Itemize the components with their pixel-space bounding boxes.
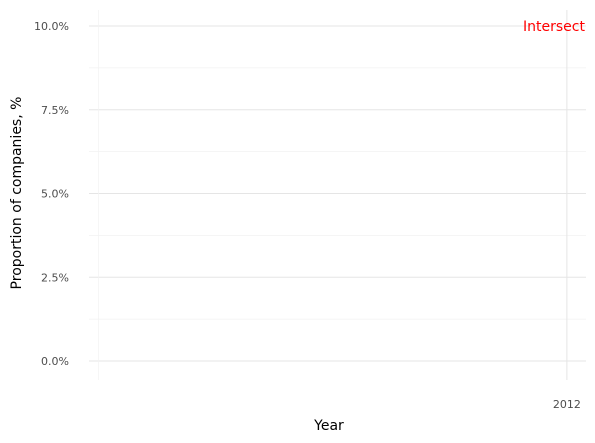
y-axis-title: Proportion of companies, % — [9, 97, 25, 290]
y-tick-label: 7.5% — [41, 104, 69, 117]
annotation-label: Intersect — [523, 19, 585, 35]
annotations: Intersect — [523, 19, 585, 35]
y-tick-label: 10.0% — [34, 20, 69, 33]
x-axis-title: Year — [313, 418, 344, 434]
y-tick-labels: 0.0% 2.5% 5.0% 7.5% 10.0% — [34, 20, 69, 368]
y-tick-label: 2.5% — [41, 271, 69, 284]
grid — [89, 10, 586, 380]
y-tick-label: 5.0% — [41, 188, 69, 201]
x-tick-label: 2012 — [553, 398, 581, 411]
x-tick-labels: 2012 — [553, 398, 581, 411]
y-tick-label: 0.0% — [41, 355, 69, 368]
